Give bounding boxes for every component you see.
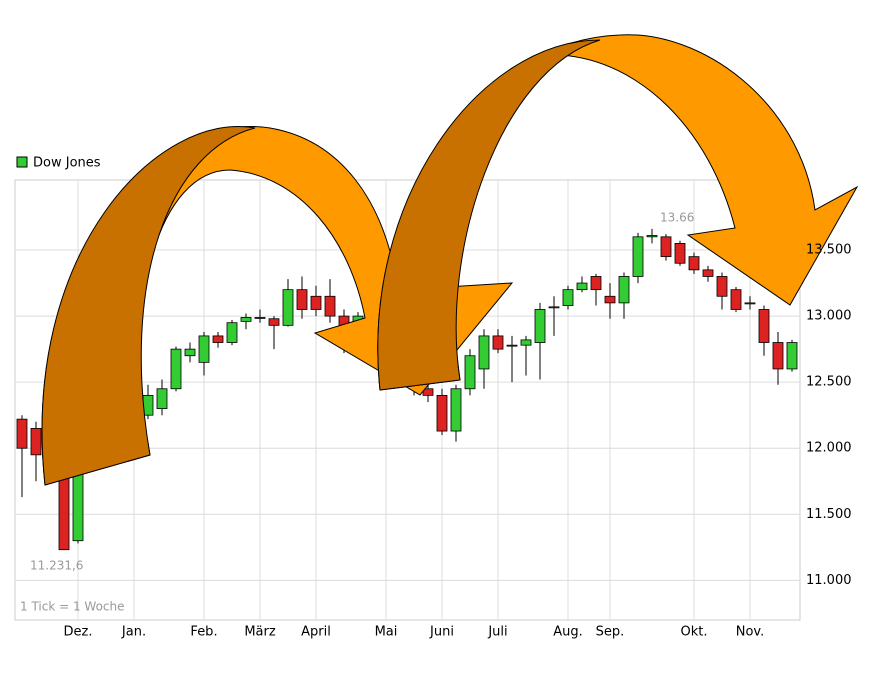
x-tick-label: Juni xyxy=(429,625,454,640)
candle-body xyxy=(184,348,196,357)
candle-body xyxy=(576,282,588,291)
x-tick-label: Sep. xyxy=(596,625,625,640)
candle-body xyxy=(478,335,490,370)
y-tick-label: 12.500 xyxy=(806,375,852,390)
arrow-2-face xyxy=(377,39,601,391)
candle-body xyxy=(618,276,630,304)
candle-body xyxy=(226,322,238,343)
legend-swatch xyxy=(16,156,28,168)
candle-body xyxy=(674,243,686,264)
y-tick-label: 12.000 xyxy=(806,441,852,456)
x-tick-label: Jan. xyxy=(121,625,146,640)
x-tick-label: März xyxy=(244,625,276,640)
candle-body xyxy=(520,339,532,346)
tick-note: 1 Tick = 1 Woche xyxy=(20,600,125,614)
candle-body xyxy=(296,289,308,310)
legend-label: Dow Jones xyxy=(33,156,101,171)
x-tick-label: Mai xyxy=(375,625,398,640)
candle-body xyxy=(744,302,756,305)
candle-body xyxy=(646,235,658,238)
arrow-1-face xyxy=(41,126,256,486)
candle-body xyxy=(170,348,182,390)
candle-body xyxy=(590,276,602,291)
y-tick-label: 13.000 xyxy=(806,309,852,324)
candle-body xyxy=(212,335,224,343)
candle-body xyxy=(240,317,252,322)
candle-body xyxy=(464,355,476,390)
candle-body xyxy=(198,335,210,363)
high-annotation: 13.66 xyxy=(660,211,694,225)
x-tick-label: Aug. xyxy=(553,625,583,640)
candle-body xyxy=(492,335,504,350)
x-tick-label: Juli xyxy=(487,625,507,640)
candle-body xyxy=(730,289,742,310)
x-tick-label: Dez. xyxy=(64,625,93,640)
candle-body xyxy=(506,344,518,347)
candle-body xyxy=(632,236,644,277)
candle-body xyxy=(688,256,700,271)
candle-body xyxy=(254,317,266,319)
x-tick-label: Nov. xyxy=(736,625,765,640)
candle-body xyxy=(16,418,28,449)
low-annotation: 11.231,6 xyxy=(30,559,83,573)
x-tick-label: Feb. xyxy=(190,625,217,640)
candle-body xyxy=(58,474,70,551)
candle-body xyxy=(702,269,714,277)
y-tick-label: 11.000 xyxy=(806,573,852,588)
candle-body xyxy=(786,342,798,370)
candle-body xyxy=(548,306,560,309)
candle-body xyxy=(156,388,168,409)
candle-body xyxy=(450,388,462,432)
candle-body xyxy=(772,342,784,370)
candle-body xyxy=(716,276,728,297)
candle-body xyxy=(660,236,672,258)
arrows xyxy=(41,34,859,486)
candle-body xyxy=(758,309,770,343)
candle-body xyxy=(534,309,546,343)
y-tick-label: 11.500 xyxy=(806,507,852,522)
candle-body xyxy=(436,394,448,432)
candle-body xyxy=(30,428,42,456)
candle-body xyxy=(310,295,322,310)
candle-body xyxy=(268,318,280,326)
candle-body xyxy=(604,295,616,304)
candle-body xyxy=(324,295,336,317)
y-tick-label: 13.500 xyxy=(806,243,852,258)
x-tick-label: April xyxy=(301,625,331,640)
x-tick-label: Okt. xyxy=(681,625,708,640)
candle-body xyxy=(282,289,294,326)
candle-body xyxy=(562,289,574,306)
